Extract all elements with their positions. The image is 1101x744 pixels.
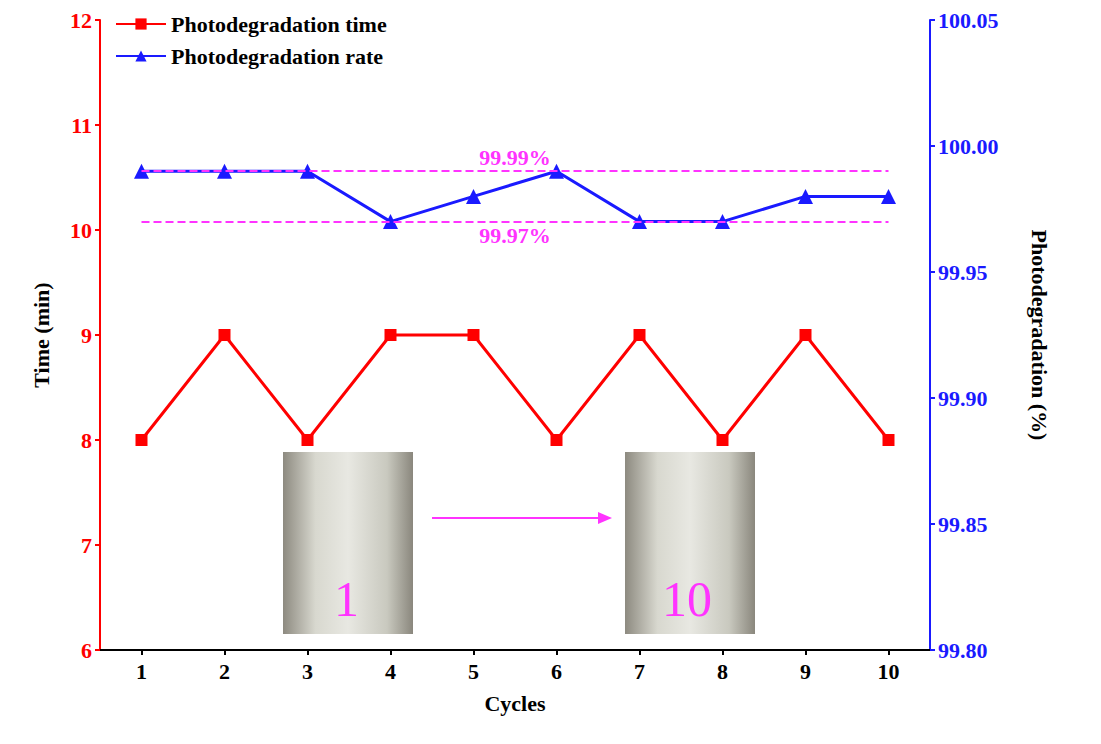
- svg-text:100.00: 100.00: [938, 134, 999, 159]
- svg-text:99.85: 99.85: [938, 512, 988, 537]
- svg-text:5: 5: [468, 659, 479, 684]
- svg-text:8: 8: [717, 659, 728, 684]
- svg-text:1: 1: [334, 571, 359, 627]
- svg-text:99.80: 99.80: [938, 638, 988, 663]
- svg-text:4: 4: [385, 659, 396, 684]
- svg-text:2: 2: [219, 659, 230, 684]
- svg-text:99.99%: 99.99%: [479, 145, 551, 170]
- svg-text:7: 7: [81, 533, 92, 558]
- svg-text:11: 11: [71, 113, 92, 138]
- svg-text:99.97%: 99.97%: [479, 223, 551, 248]
- svg-text:12: 12: [70, 8, 92, 33]
- svg-text:Cycles: Cycles: [484, 691, 546, 716]
- svg-text:10: 10: [662, 571, 712, 627]
- svg-text:Photodegradation rate: Photodegradation rate: [171, 44, 383, 69]
- svg-text:Photodegradation time: Photodegradation time: [171, 12, 387, 37]
- svg-text:6: 6: [81, 638, 92, 663]
- svg-text:10: 10: [878, 659, 900, 684]
- svg-text:100.05: 100.05: [938, 8, 999, 33]
- svg-text:8: 8: [81, 428, 92, 453]
- svg-text:6: 6: [551, 659, 562, 684]
- svg-text:Photodegradation (%): Photodegradation (%): [1027, 230, 1052, 441]
- svg-text:10: 10: [70, 218, 92, 243]
- svg-text:Time (min): Time (min): [29, 282, 54, 387]
- svg-text:99.95: 99.95: [938, 260, 988, 285]
- svg-text:9: 9: [81, 323, 92, 348]
- svg-text:99.90: 99.90: [938, 386, 988, 411]
- svg-text:3: 3: [302, 659, 313, 684]
- svg-text:9: 9: [800, 659, 811, 684]
- svg-text:7: 7: [634, 659, 645, 684]
- svg-text:1: 1: [136, 659, 147, 684]
